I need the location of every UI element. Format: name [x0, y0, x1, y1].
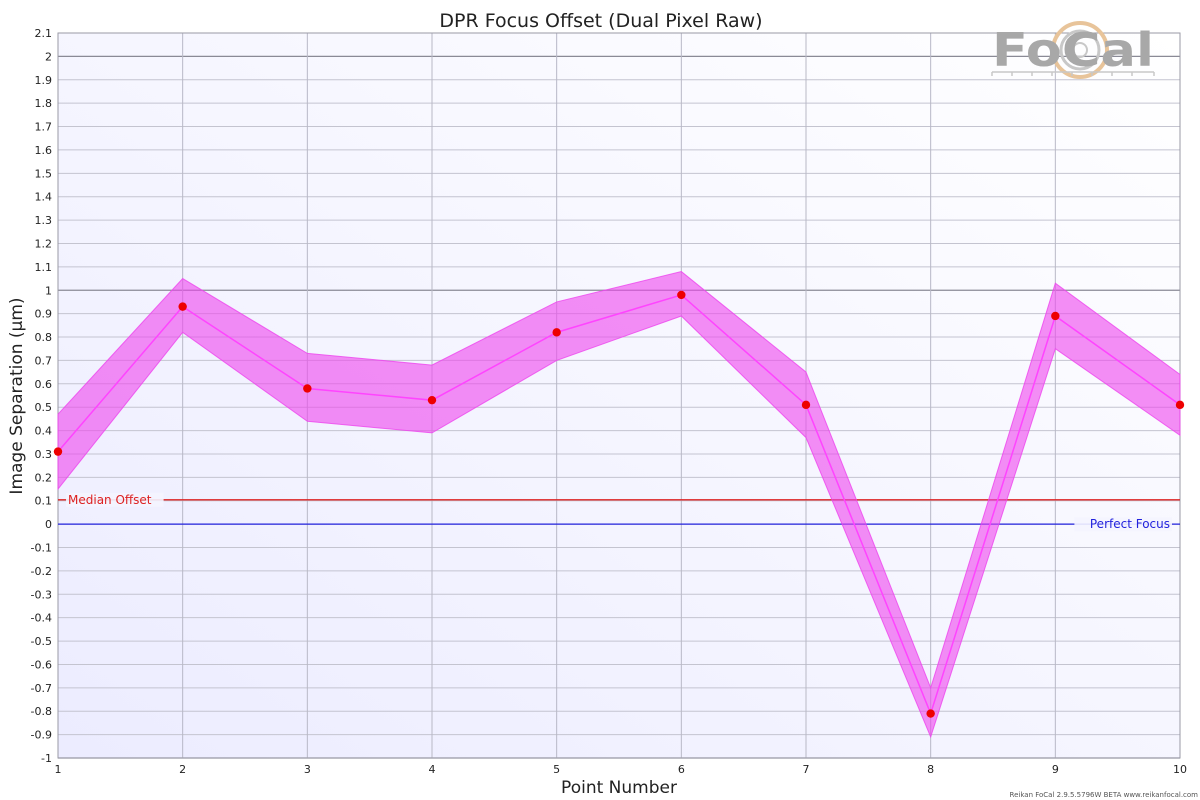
y-tick-label: 0.4 — [35, 425, 53, 438]
data-point — [303, 384, 312, 393]
y-tick-label: 0.2 — [35, 471, 53, 484]
data-point — [53, 447, 63, 456]
x-tick-label: 10 — [1173, 763, 1187, 776]
logo-ruler — [991, 71, 1155, 76]
y-tick-label: -0.3 — [31, 588, 52, 601]
x-tick-label: 7 — [803, 763, 810, 776]
reference-label-bg — [66, 492, 164, 507]
plot-area — [58, 33, 1180, 758]
y-tick-label: 0.6 — [35, 378, 53, 391]
x-tick-label: 6 — [678, 763, 685, 776]
y-tick-label: 1.6 — [35, 144, 53, 157]
x-tick-label: 1 — [55, 763, 62, 776]
y-tick-label: 1.8 — [35, 97, 53, 110]
data-point — [427, 395, 437, 405]
x-tick-label: 2 — [179, 763, 186, 776]
data-point — [1175, 400, 1185, 410]
focal-lens-logo-icon — [1051, 21, 1109, 79]
y-axis-label: Image Separation (µm) — [7, 297, 27, 494]
x-tick-label: 5 — [553, 763, 560, 776]
reference-label-bg — [1074, 517, 1172, 532]
y-tick-label: -0.5 — [31, 635, 52, 648]
y-tick-label: -1 — [41, 752, 52, 765]
reference-line-label: Median Offset — [68, 493, 152, 507]
confidence-band-area — [57, 271, 1181, 739]
data-series — [53, 290, 1185, 718]
y-tick-label: -0.8 — [31, 705, 52, 718]
y-tick-label: 1.5 — [35, 167, 53, 180]
data-point — [801, 400, 811, 410]
reference-line-label: Perfect Focus — [1090, 517, 1170, 531]
series-line — [57, 294, 1181, 716]
x-tick-label: 8 — [927, 763, 934, 776]
reference-lines: Median Offset Perfect Focus — [58, 492, 1180, 532]
y-tick-label: 0.1 — [35, 495, 53, 508]
y-tick-label: 1.7 — [35, 121, 53, 134]
confidence-band — [57, 271, 1181, 739]
data-point — [178, 302, 187, 311]
y-tick-label: -0.6 — [31, 658, 52, 671]
tick-labels: -1 -0.9 -0.8 -0.7 -0.6 -0.5 -0.4 -0.3 -0.2 -0.1 0 0… — [31, 27, 1187, 776]
y-tick-label: -0.1 — [31, 542, 52, 555]
y-tick-label: 1.2 — [35, 237, 53, 250]
y-tick-label: 1.4 — [35, 191, 53, 204]
y-tick-label: 1 — [45, 284, 52, 297]
data-point — [552, 328, 561, 337]
footer-credit: Reikan FoCal 2.9.5.5796W BETA www.reikan… — [1010, 791, 1199, 799]
x-tick-label: 9 — [1052, 763, 1059, 776]
focal-logo: FoCal — [991, 21, 1155, 79]
data-point — [1051, 311, 1060, 321]
grid — [57, 32, 1181, 759]
data-point — [677, 290, 686, 300]
x-tick-label: 3 — [304, 763, 311, 776]
x-axis-label: Point Number — [561, 778, 677, 798]
y-tick-label: 0.9 — [35, 308, 53, 321]
y-tick-label: 0.7 — [35, 354, 53, 367]
chart-title: DPR Focus Offset (Dual Pixel Raw) — [439, 10, 762, 32]
y-tick-label: 2.1 — [35, 27, 53, 40]
data-point — [926, 709, 935, 718]
y-tick-label: 1.9 — [35, 74, 53, 87]
y-tick-label: 0.8 — [35, 331, 53, 344]
y-tick-label: -0.7 — [31, 682, 52, 695]
y-tick-label: 1.3 — [35, 214, 53, 227]
x-tick-label: 4 — [429, 763, 436, 776]
logo-text: FoCal — [992, 23, 1154, 77]
y-tick-label: -0.2 — [31, 565, 52, 578]
y-tick-label: 0.3 — [35, 448, 53, 461]
y-tick-label: 0.5 — [35, 401, 53, 414]
y-tick-label: 0 — [45, 518, 52, 531]
y-tick-label: -0.4 — [31, 612, 52, 625]
y-tick-label: 1.1 — [35, 261, 53, 274]
y-tick-label: 2 — [45, 50, 52, 63]
y-tick-label: -0.9 — [31, 729, 52, 742]
